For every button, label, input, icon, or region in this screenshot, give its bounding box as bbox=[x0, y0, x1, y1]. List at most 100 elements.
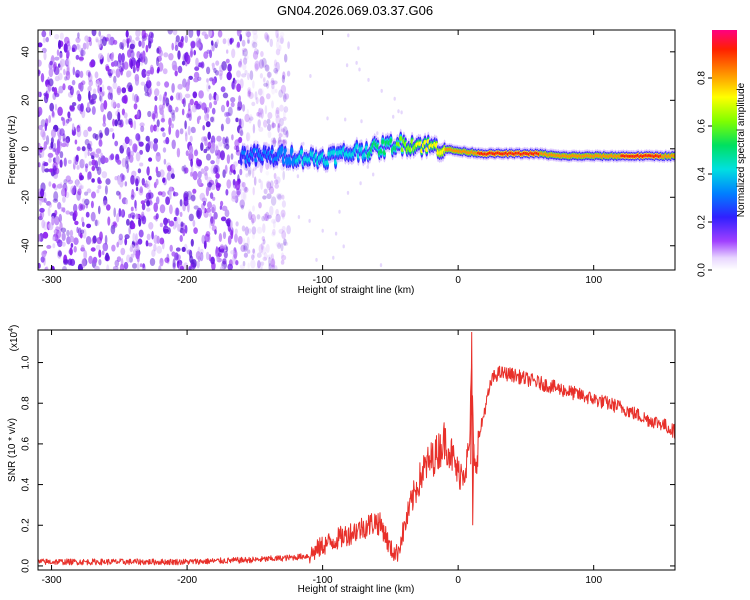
noise-speckle bbox=[160, 127, 165, 132]
noise-speckle bbox=[59, 58, 66, 67]
noise-speckle bbox=[45, 265, 49, 270]
noise-speckle bbox=[48, 181, 52, 187]
noise-speckle bbox=[124, 234, 130, 240]
noise-speckle bbox=[215, 60, 220, 66]
noise-speckle bbox=[126, 70, 132, 78]
noise-speckle bbox=[270, 196, 277, 206]
noise-speckle bbox=[62, 133, 66, 142]
noise-speckle bbox=[77, 32, 80, 39]
noise-speckle bbox=[46, 84, 51, 94]
noise-speckle bbox=[145, 192, 151, 200]
noise-speckle bbox=[75, 178, 79, 187]
noise-speckle bbox=[116, 241, 119, 248]
noise-speckle bbox=[49, 60, 53, 66]
noise-speckle bbox=[119, 42, 123, 50]
noise-speckle bbox=[168, 125, 172, 135]
noise-speckle bbox=[138, 40, 142, 47]
noise-speckle bbox=[211, 204, 217, 214]
noise-speckle bbox=[242, 261, 246, 267]
noise-speckle-sparse bbox=[392, 114, 395, 119]
noise-speckle bbox=[90, 247, 96, 252]
noise-speckle bbox=[116, 190, 120, 196]
noise-speckle bbox=[231, 134, 234, 141]
noise-speckle bbox=[262, 223, 266, 234]
noise-speckle bbox=[165, 97, 170, 107]
noise-speckle bbox=[148, 31, 154, 38]
noise-speckle bbox=[245, 30, 251, 38]
noise-speckle bbox=[231, 48, 236, 59]
noise-speckle bbox=[50, 141, 54, 149]
noise-speckle bbox=[239, 199, 245, 208]
noise-speckle bbox=[126, 254, 131, 263]
noise-speckle bbox=[214, 164, 220, 174]
noise-speckle bbox=[136, 110, 140, 119]
noise-speckle bbox=[256, 226, 263, 234]
noise-speckle bbox=[235, 79, 241, 84]
noise-speckle bbox=[249, 114, 253, 119]
noise-speckle bbox=[254, 91, 258, 101]
noise-speckle bbox=[282, 131, 287, 139]
noise-speckle bbox=[156, 47, 160, 54]
noise-speckle bbox=[151, 230, 154, 240]
noise-speckle bbox=[125, 118, 129, 125]
noise-speckle bbox=[201, 197, 208, 203]
noise-speckle bbox=[86, 223, 92, 229]
noise-speckle bbox=[69, 104, 73, 111]
noise-speckle bbox=[116, 256, 122, 262]
noise-speckle bbox=[282, 126, 288, 136]
noise-speckle bbox=[251, 226, 257, 235]
noise-speckle bbox=[65, 58, 69, 67]
noise-speckle bbox=[190, 158, 194, 167]
noise-speckle bbox=[59, 159, 63, 168]
noise-speckle bbox=[204, 113, 210, 122]
noise-speckle bbox=[181, 108, 185, 116]
noise-speckle bbox=[187, 78, 191, 87]
noise-speckle-sparse bbox=[400, 110, 403, 115]
snr-series-line bbox=[38, 363, 675, 566]
noise-speckle bbox=[208, 93, 212, 101]
noise-speckle bbox=[238, 118, 242, 128]
noise-speckle bbox=[263, 252, 268, 261]
noise-speckle bbox=[130, 206, 134, 212]
noise-speckle bbox=[220, 216, 227, 222]
noise-speckle bbox=[186, 113, 190, 119]
noise-speckle bbox=[238, 136, 243, 144]
noise-speckle bbox=[259, 88, 265, 99]
noise-speckle bbox=[210, 216, 214, 224]
noise-speckle bbox=[117, 175, 121, 185]
noise-speckle bbox=[121, 174, 126, 181]
noise-speckle bbox=[48, 168, 54, 173]
noise-speckle bbox=[141, 215, 147, 225]
noise-speckle bbox=[94, 71, 99, 79]
noise-speckle bbox=[248, 91, 254, 100]
noise-speckle bbox=[44, 168, 50, 173]
noise-speckle bbox=[94, 265, 100, 270]
noise-speckle bbox=[137, 168, 142, 174]
noise-speckle bbox=[192, 91, 198, 99]
figure-title: GN04.2026.069.03.37.G06 bbox=[277, 3, 433, 18]
noise-speckle bbox=[224, 209, 230, 218]
noise-speckle bbox=[84, 163, 89, 169]
noise-speckle bbox=[105, 178, 111, 185]
noise-speckle bbox=[230, 97, 236, 103]
noise-speckle bbox=[156, 56, 159, 67]
noise-speckle bbox=[200, 248, 204, 255]
noise-speckle bbox=[150, 124, 154, 133]
snr-panel: -300 -200 -100 0 100 0.0 0.2 0.4 0.6 0.8 1.0 Heig… bbox=[7, 325, 676, 595]
noise-speckle bbox=[38, 234, 41, 242]
noise-speckle bbox=[107, 92, 112, 100]
noise-speckle bbox=[125, 30, 129, 38]
noise-speckle bbox=[46, 244, 52, 249]
noise-speckle bbox=[126, 218, 130, 226]
noise-speckle bbox=[174, 70, 178, 77]
noise-speckle bbox=[187, 202, 190, 213]
noise-speckle bbox=[162, 147, 167, 153]
noise-speckle bbox=[56, 183, 63, 189]
noise-speckle bbox=[273, 220, 276, 229]
noise-speckle bbox=[248, 209, 251, 215]
noise-speckle bbox=[206, 82, 210, 92]
x-tick-label: 100 bbox=[585, 275, 602, 286]
noise-speckle bbox=[65, 175, 72, 182]
noise-speckle bbox=[171, 123, 174, 129]
noise-speckle bbox=[102, 122, 107, 127]
